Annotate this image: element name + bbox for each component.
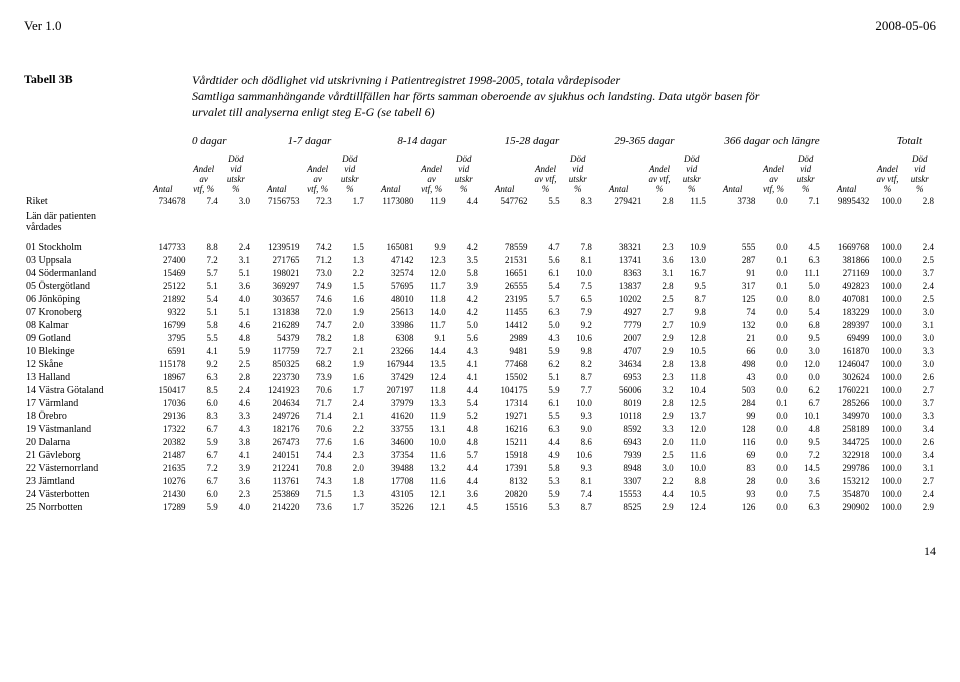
table-head: AntalAndelavvtf, %Dödvidutskr%AntalAndel… (24, 153, 936, 195)
table-row: 25 Norrbotten172895.94.021422073.61.7352… (24, 501, 936, 514)
table-row: 08 Kalmar167995.84.621628974.72.03398611… (24, 319, 936, 332)
table-row: 19 Västmanland173226.74.318217670.62.233… (24, 423, 936, 436)
table-row: 10 Blekinge65914.15.911775972.72.1232661… (24, 345, 936, 358)
page: Ver 1.0 2008-05-06 Tabell 3B Vårdtider o… (0, 0, 960, 577)
table-row: 18 Örebro291368.33.324972671.42.14162011… (24, 410, 936, 423)
table-row: 09 Gotland37955.54.85437978.21.863089.15… (24, 332, 936, 345)
title-text: Vårdtider och dödlighet vid utskrivning … (192, 72, 759, 121)
table-row: 14 Västra Götaland1504178.52.4124192370.… (24, 384, 936, 397)
table-row: 17 Värmland170366.04.620463471.72.437979… (24, 397, 936, 410)
bucket-header-row: 0 dagar 1-7 dagar 8-14 dagar 15-28 dagar… (192, 135, 936, 147)
table-row: 12 Skåne1151789.22.585032568.21.91679441… (24, 358, 936, 371)
table-row: 24 Västerbotten214306.02.325386971.51.34… (24, 488, 936, 501)
table-row: 13 Halland189676.32.822373073.91.6374291… (24, 371, 936, 384)
table-row: 06 Jönköping218925.44.030365774.61.64801… (24, 293, 936, 306)
table-body: Riket7346787.43.0715675372.31.7117308011… (24, 195, 936, 514)
table-row: 20 Dalarna203825.93.826747377.61.6346001… (24, 436, 936, 449)
table-row: 21 Gävleborg214876.74.124015174.42.33735… (24, 449, 936, 462)
title-block: Tabell 3B Vårdtider och dödlighet vid ut… (24, 72, 936, 121)
table-row: 05 Östergötland251225.13.636929774.91.55… (24, 280, 936, 293)
table-row: 03 Uppsala274007.23.127176571.21.3471421… (24, 254, 936, 267)
data-table: AntalAndelavvtf, %Dödvidutskr%AntalAndel… (24, 153, 936, 514)
table-row: 07 Kronoberg93225.15.113183872.01.925613… (24, 306, 936, 319)
page-number: 14 (24, 544, 936, 559)
table-row: 23 Jämtland102766.73.611376174.31.817708… (24, 475, 936, 488)
table-row: 04 Södermanland154695.75.119802173.02.23… (24, 267, 936, 280)
table-row: 22 Västernorrland216357.23.921224170.82.… (24, 462, 936, 475)
tabell-label: Tabell 3B (24, 72, 192, 121)
header-line: Ver 1.0 2008-05-06 (24, 18, 936, 34)
ver-label: Ver 1.0 (24, 18, 62, 34)
table-row: 01 Stockholm1477338.82.4123951974.21.516… (24, 241, 936, 254)
date-label: 2008-05-06 (875, 18, 936, 34)
table-row: Riket7346787.43.0715675372.31.7117308011… (24, 195, 936, 209)
